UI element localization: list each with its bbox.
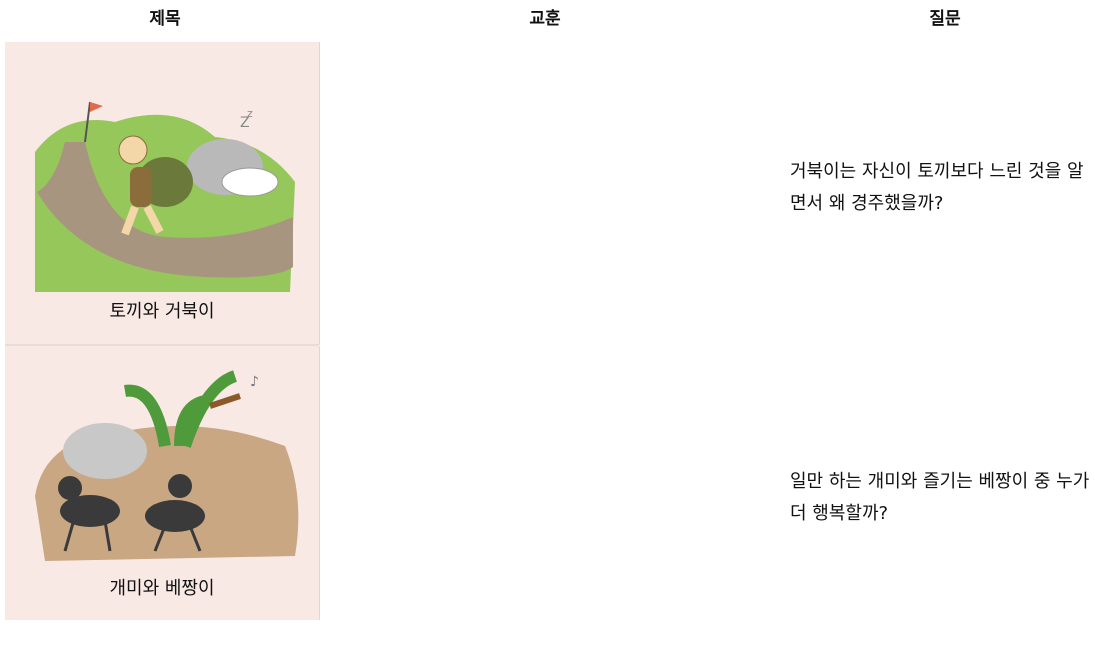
- svg-text:♪: ♪: [250, 374, 259, 390]
- question: 일만 하는 개미와 즐기는 베짱이 중 누가 더 행복할까?: [790, 471, 1090, 524]
- story-title: 토끼와 거북이: [109, 301, 215, 322]
- svg-text:Z: Z: [240, 115, 250, 131]
- story-card: ♪ 개미와 베짱이: [5, 346, 320, 620]
- svg-text:z: z: [247, 107, 253, 120]
- header-question: 질문: [929, 9, 961, 29]
- question: 거북이는 자신이 토끼보다 느린 것을 알면서 왜 경주했을까?: [790, 161, 1084, 214]
- story-card: Z z 토끼와 거북이: [5, 42, 320, 345]
- header-title: 제목: [149, 9, 181, 29]
- illustration: ♪: [35, 370, 299, 561]
- story-title: 개미와 베짱이: [109, 578, 215, 599]
- header-moral: 교훈: [529, 9, 561, 29]
- illustration: Z z: [35, 101, 295, 292]
- divider: [5, 344, 319, 346]
